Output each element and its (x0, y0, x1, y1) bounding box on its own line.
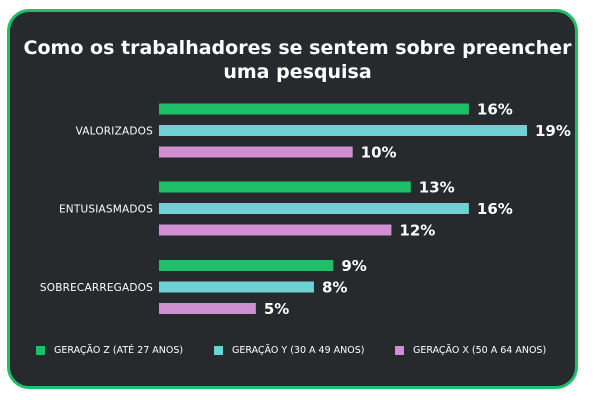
chart-card (7, 9, 578, 389)
value-label-entusiasmados-series-3: 12% (399, 222, 435, 240)
value-label-valorizados-series-1: 16% (477, 101, 513, 119)
legend-swatch (395, 345, 404, 355)
chart-title-line-1: Como os trabalhadores se sentem sobre pr… (23, 37, 572, 59)
legend-label: GERAÇÃO X (50 A 64 ANOS) (413, 344, 547, 356)
bar-valorizados-series-3 (159, 146, 353, 158)
value-label-entusiasmados-series-1: 13% (419, 179, 455, 197)
bar-sobrecarregados-series-1 (159, 260, 334, 271)
legend-label: GERAÇÃO Z (ATÉ 27 ANOS) (54, 344, 184, 356)
legend-item-series-3: GERAÇÃO X (50 A 64 ANOS) (395, 341, 546, 359)
bar-entusiasmados-series-1 (159, 181, 411, 193)
legend-item-series-2: GERAÇÃO Y (30 A 49 ANOS) (214, 341, 364, 359)
bar-valorizados-series-1 (159, 103, 469, 115)
legend-swatch (214, 345, 223, 355)
category-label-entusiasmados: ENTUSIASMADOS (59, 204, 153, 216)
value-label-valorizados-series-2: 19% (535, 122, 571, 140)
value-label-sobrecarregados-series-3: 5% (264, 300, 289, 318)
bar-entusiasmados-series-3 (159, 224, 392, 236)
legend-swatch (36, 345, 45, 355)
bar-sobrecarregados-series-2 (159, 281, 314, 293)
bar-entusiasmados-series-2 (159, 203, 469, 214)
value-label-sobrecarregados-series-2: 8% (322, 279, 347, 297)
bar-valorizados-series-2 (159, 125, 527, 136)
value-label-sobrecarregados-series-1: 9% (341, 257, 366, 275)
chart-title-line-2: uma pesquisa (223, 61, 372, 83)
legend: GERAÇÃO Z (ATÉ 27 ANOS) GERAÇÃO Y (30 A 4… (36, 341, 576, 359)
value-label-entusiasmados-series-2: 16% (477, 200, 513, 218)
category-label-sobrecarregados: SOBRECARREGADOS (40, 282, 153, 294)
bar-sobrecarregados-series-3 (159, 303, 256, 314)
legend-label: GERAÇÃO Y (30 A 49 ANOS) (232, 344, 365, 356)
legend-item-series-1: GERAÇÃO Z (ATÉ 27 ANOS) (36, 341, 183, 359)
value-label-valorizados-series-3: 10% (361, 144, 397, 162)
category-label-valorizados: VALORIZADOS (76, 126, 154, 138)
